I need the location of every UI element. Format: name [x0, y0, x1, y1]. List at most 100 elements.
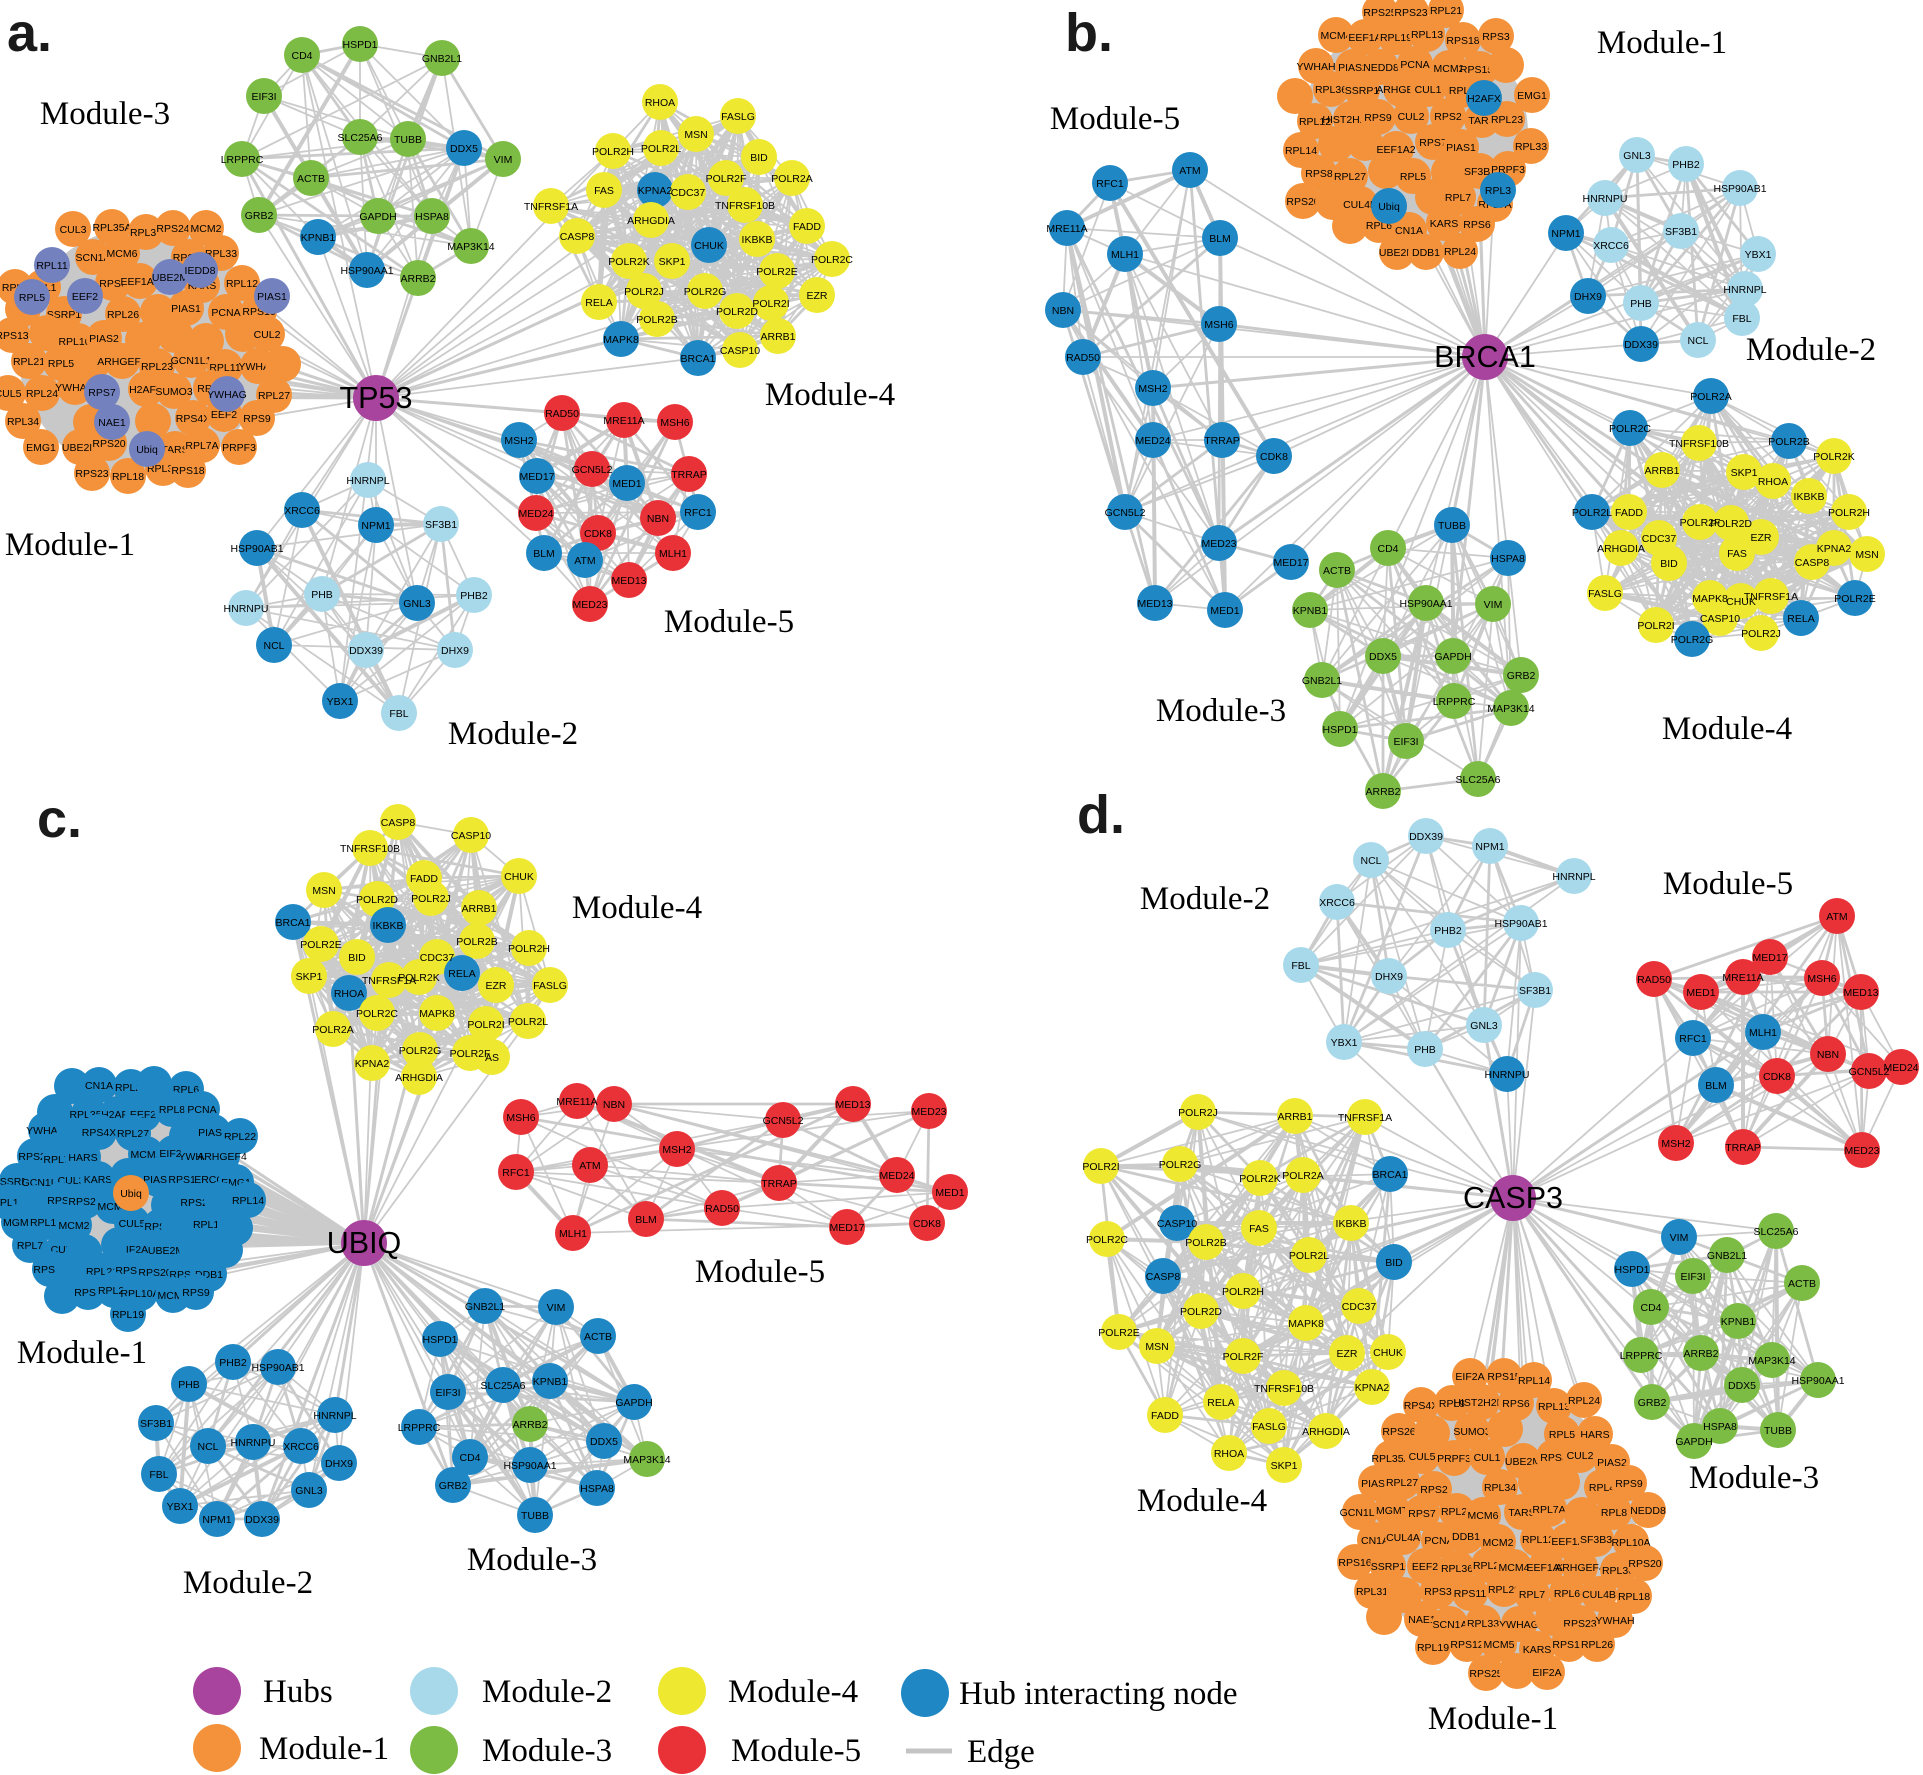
svg-text:HARS: HARS — [68, 1152, 97, 1164]
svg-text:NCL: NCL — [263, 640, 284, 652]
svg-text:UBE2M: UBE2M — [152, 272, 188, 284]
svg-text:POLR2I: POLR2I — [1637, 620, 1674, 632]
svg-text:HSPD1: HSPD1 — [342, 39, 377, 51]
svg-text:GAPDH: GAPDH — [615, 1397, 652, 1409]
svg-text:SKP1: SKP1 — [1731, 467, 1758, 479]
svg-text:MAP3K14: MAP3K14 — [1487, 703, 1534, 715]
svg-text:DHX9: DHX9 — [325, 1458, 353, 1470]
svg-text:POLR2B: POLR2B — [636, 314, 677, 326]
svg-text:Module-1: Module-1 — [1597, 25, 1727, 61]
svg-text:MAPK8: MAPK8 — [1692, 593, 1728, 605]
svg-text:UBIQ: UBIQ — [327, 1226, 402, 1260]
svg-text:RPL34: RPL34 — [7, 416, 39, 428]
svg-text:HSPA8: HSPA8 — [1703, 1421, 1737, 1433]
svg-text:CASP8: CASP8 — [1146, 1271, 1181, 1283]
svg-text:RPS20: RPS20 — [1628, 1558, 1661, 1570]
svg-text:ACTB: ACTB — [584, 1331, 612, 1343]
svg-text:LRPPRC: LRPPRC — [221, 154, 264, 166]
svg-text:BRCA1: BRCA1 — [1434, 340, 1536, 374]
svg-text:RPL4: RPL4 — [1589, 1482, 1615, 1494]
svg-text:TNFRSF1A: TNFRSF1A — [1338, 1112, 1392, 1124]
svg-text:RPL26: RPL26 — [107, 309, 139, 321]
svg-text:CASP10: CASP10 — [1700, 613, 1740, 625]
svg-text:RPS20: RPS20 — [92, 438, 125, 450]
svg-text:CHUK: CHUK — [694, 240, 724, 252]
svg-text:RPL24: RPL24 — [1568, 1395, 1600, 1407]
svg-text:VIM: VIM — [1484, 599, 1503, 611]
svg-text:ATM: ATM — [1179, 165, 1200, 177]
svg-text:MGMT: MGMT — [1376, 1505, 1409, 1517]
svg-text:HSP90AA1: HSP90AA1 — [1791, 1375, 1844, 1387]
svg-text:MED13: MED13 — [1843, 987, 1878, 999]
svg-text:MSN: MSN — [1145, 1341, 1168, 1353]
svg-text:SF3B1: SF3B1 — [140, 1418, 172, 1430]
svg-text:EIF3I: EIF3I — [251, 91, 276, 103]
svg-text:RPL27: RPL27 — [258, 390, 290, 402]
svg-text:POLR2D: POLR2D — [356, 894, 398, 906]
svg-text:CD4: CD4 — [291, 50, 312, 62]
svg-text:CUL4B: CUL4B — [1582, 1589, 1616, 1601]
svg-text:POLR2D: POLR2D — [1180, 1306, 1222, 1318]
svg-text:RPL19: RPL19 — [1380, 32, 1412, 44]
svg-text:Hub interacting node: Hub interacting node — [959, 1676, 1238, 1712]
svg-text:PIAS1: PIAS1 — [1361, 1478, 1391, 1490]
svg-text:CDC37: CDC37 — [420, 952, 455, 964]
svg-text:HSP90AB1: HSP90AB1 — [251, 1362, 304, 1374]
svg-text:CUL5: CUL5 — [1409, 1451, 1436, 1463]
svg-text:MED17: MED17 — [519, 471, 554, 483]
svg-text:RELA: RELA — [448, 968, 475, 980]
svg-text:MED23: MED23 — [572, 599, 607, 611]
svg-text:RELA: RELA — [1207, 1397, 1234, 1409]
svg-text:RPS18: RPS18 — [1446, 35, 1479, 47]
svg-text:MLH1: MLH1 — [1111, 249, 1139, 261]
svg-text:RPS18: RPS18 — [171, 465, 204, 477]
svg-text:POLR2F: POLR2F — [1680, 517, 1721, 529]
svg-text:RPS6: RPS6 — [74, 1287, 102, 1299]
svg-text:DHX9: DHX9 — [1375, 971, 1403, 983]
svg-text:NEDD8: NEDD8 — [1630, 1505, 1666, 1517]
svg-text:RPS16: RPS16 — [1338, 1557, 1371, 1569]
svg-text:FADD: FADD — [1151, 1410, 1179, 1422]
svg-text:MCM5: MCM5 — [131, 1149, 162, 1161]
svg-text:RFC1: RFC1 — [502, 1167, 530, 1179]
svg-text:POLR2J: POLR2J — [1178, 1107, 1218, 1119]
svg-text:MED17: MED17 — [829, 1222, 864, 1234]
svg-text:HSPD1: HSPD1 — [1614, 1264, 1649, 1276]
svg-text:PHB2: PHB2 — [1434, 925, 1462, 937]
svg-text:SCN1A: SCN1A — [75, 252, 110, 264]
svg-text:PCNA: PCNA — [1400, 59, 1429, 71]
svg-text:IEDD8: IEDD8 — [185, 265, 216, 277]
svg-text:MAP3K14: MAP3K14 — [623, 1454, 670, 1466]
svg-text:HSPA8: HSPA8 — [415, 211, 449, 223]
svg-text:DDX39: DDX39 — [349, 645, 383, 657]
svg-text:TUBB: TUBB — [521, 1510, 549, 1522]
svg-text:KPNA2: KPNA2 — [1355, 1382, 1390, 1394]
svg-text:GCN1L1: GCN1L1 — [171, 355, 212, 367]
svg-text:GCN5L2: GCN5L2 — [1105, 507, 1146, 519]
svg-text:GNL3: GNL3 — [1623, 150, 1651, 162]
svg-text:MLH1: MLH1 — [1749, 1027, 1777, 1039]
svg-text:POLR2A: POLR2A — [1282, 1170, 1323, 1182]
svg-text:EIF3I: EIF3I — [1393, 736, 1418, 748]
svg-text:POLR2H: POLR2H — [1222, 1286, 1264, 1298]
svg-text:EEF2: EEF2 — [211, 409, 237, 421]
svg-text:RPL7A: RPL7A — [185, 440, 218, 452]
svg-text:CASP8: CASP8 — [1795, 557, 1830, 569]
svg-text:NBN: NBN — [647, 513, 669, 525]
svg-text:RPS4X: RPS4X — [82, 1127, 116, 1139]
svg-text:FASLG: FASLG — [1252, 1421, 1286, 1433]
svg-text:NPM1: NPM1 — [361, 520, 390, 532]
svg-text:YBX1: YBX1 — [327, 696, 354, 708]
svg-text:ARHGDIA: ARHGDIA — [1597, 543, 1645, 555]
svg-text:RPS8: RPS8 — [1540, 1452, 1568, 1464]
svg-text:TARS: TARS — [1508, 1507, 1535, 1519]
svg-text:MLH1: MLH1 — [559, 1228, 587, 1240]
svg-text:RPL5: RPL5 — [48, 358, 74, 370]
svg-text:MCM5: MCM5 — [1484, 1639, 1515, 1651]
svg-text:HNRNPU: HNRNPU — [1485, 1069, 1530, 1081]
svg-text:RPL7: RPL7 — [17, 1240, 43, 1252]
svg-text:GAPDH: GAPDH — [359, 211, 396, 223]
svg-text:TNFRSF1A: TNFRSF1A — [1744, 591, 1798, 603]
svg-text:IKBKB: IKBKB — [373, 920, 404, 932]
svg-text:XRCC6: XRCC6 — [283, 1441, 319, 1453]
